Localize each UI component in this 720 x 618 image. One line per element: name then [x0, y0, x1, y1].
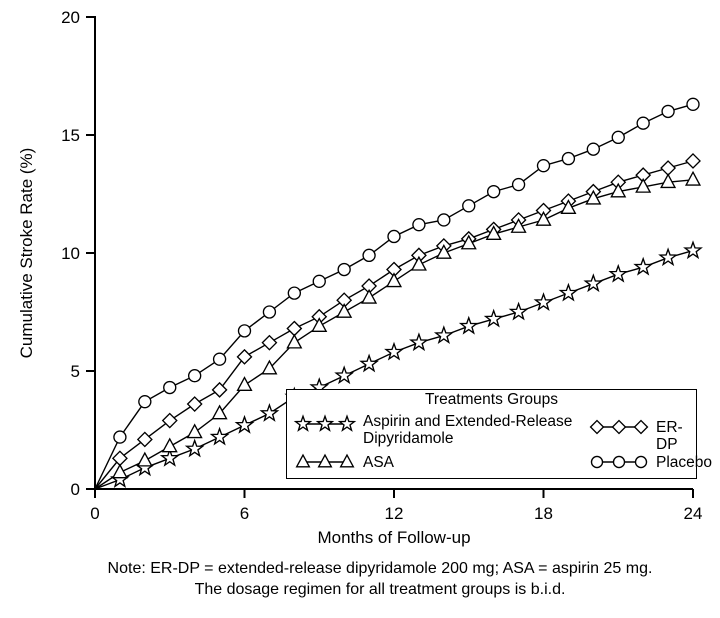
star-markers-icon	[293, 412, 357, 436]
legend-label-aspirin-erdp: Aspirin and Extended-Release Dipyridamol…	[363, 413, 572, 447]
svg-text:18: 18	[534, 504, 553, 523]
triangle-markers-icon	[293, 450, 357, 474]
legend-label-asa: ASA	[363, 454, 395, 471]
note: Note: ER-DP = extended-release dipyridam…	[40, 558, 720, 600]
svg-text:6: 6	[240, 504, 249, 523]
svg-text:15: 15	[61, 126, 80, 145]
note-line1: Note: ER-DP = extended-release dipyridam…	[107, 560, 653, 577]
legend: Treatments Groups Aspirin and Extended-R…	[286, 389, 712, 479]
y-axis-label: Cumulative Stroke Rate (%)	[17, 147, 36, 359]
svg-text:20: 20	[61, 8, 80, 27]
x-axis-label: Months of Follow-up	[317, 528, 471, 547]
circle-markers-icon	[587, 450, 651, 474]
svg-text:5: 5	[71, 362, 80, 381]
svg-text:0: 0	[90, 504, 99, 523]
svg-text:24: 24	[684, 504, 703, 523]
legend-label-erdp: ER-DP	[656, 419, 683, 453]
legend-label-aspirin-line2: Dipyridamole	[363, 430, 454, 447]
svg-text:0: 0	[71, 480, 80, 499]
note-line2: The dosage regimen for all treatment gro…	[194, 581, 566, 598]
diamond-markers-icon	[587, 415, 651, 439]
legend-title: Treatments Groups	[425, 391, 558, 408]
legend-label-aspirin-line1: Aspirin and Extended-Release	[363, 413, 573, 430]
svg-text:12: 12	[385, 504, 404, 523]
svg-text:10: 10	[61, 244, 80, 263]
legend-label-placebo: Placebo	[656, 454, 713, 471]
